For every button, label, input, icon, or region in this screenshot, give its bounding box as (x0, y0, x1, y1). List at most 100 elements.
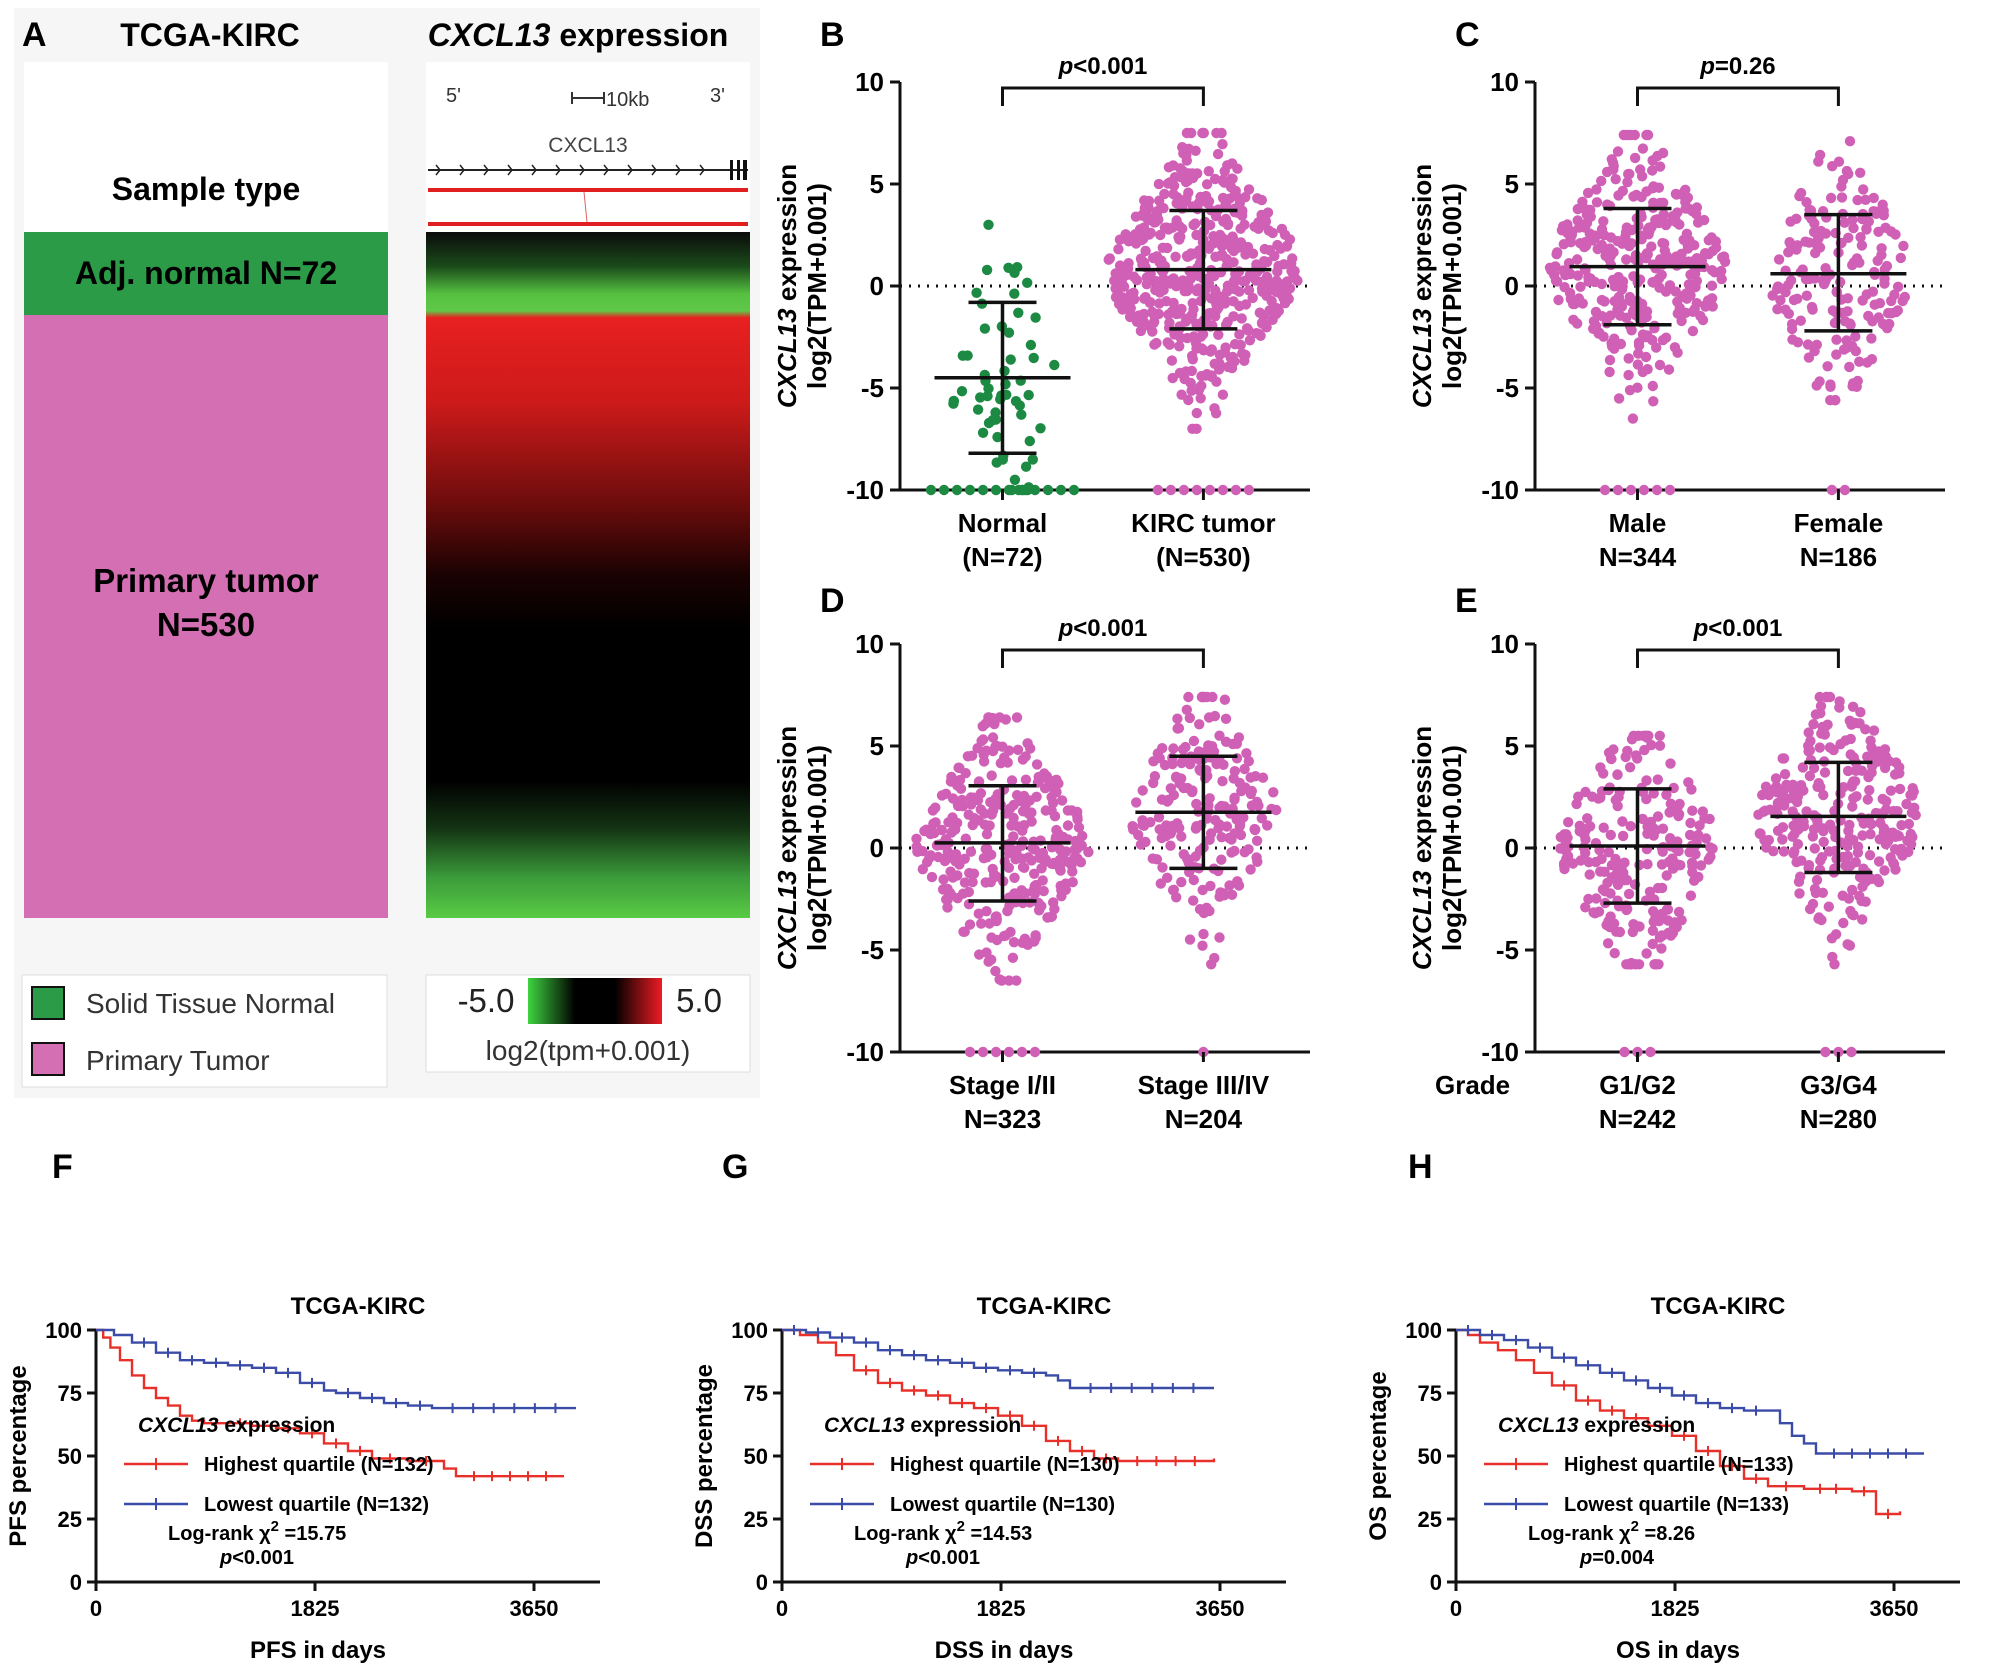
data-point (1559, 863, 1570, 875)
data-point (1672, 207, 1683, 218)
data-point (1655, 197, 1666, 209)
data-point (1851, 791, 1862, 802)
data-point (1815, 781, 1826, 793)
data-point (1672, 308, 1684, 319)
data-point (1191, 407, 1203, 419)
data-point (973, 908, 984, 919)
data-point (1123, 235, 1134, 246)
data-point (1703, 249, 1714, 260)
y-tick-label: 100 (1405, 1318, 1442, 1343)
data-point (1191, 423, 1202, 434)
data-point (1220, 197, 1232, 209)
data-point (1807, 831, 1819, 842)
significance-bracket (1636, 648, 1840, 668)
data-point (1881, 260, 1893, 272)
data-point (1276, 223, 1288, 235)
data-point (1153, 308, 1164, 320)
data-point (1808, 762, 1820, 774)
data-point (1875, 817, 1886, 829)
x-tick-label: 3650 (510, 1596, 559, 1621)
data-point (1759, 835, 1770, 846)
data-point (984, 820, 995, 831)
data-point (1261, 322, 1272, 333)
y-tick-label: 0 (870, 271, 884, 301)
data-point (1247, 292, 1258, 304)
data-point (1165, 840, 1176, 851)
data-point (942, 902, 953, 913)
data-point (930, 802, 941, 813)
data-point (911, 841, 922, 852)
data-point (1825, 819, 1836, 830)
data-point (1030, 312, 1041, 323)
data-point (1810, 247, 1821, 259)
data-point (1596, 853, 1607, 865)
floor-data-point (990, 1046, 1002, 1058)
data-point (1637, 366, 1649, 378)
data-point (1067, 877, 1078, 888)
data-point (959, 926, 970, 937)
data-point (1253, 217, 1264, 228)
data-point (1236, 313, 1247, 324)
data-point (1046, 858, 1058, 869)
data-point (1166, 355, 1178, 366)
data-point (1110, 275, 1121, 287)
data-point (1656, 269, 1667, 281)
data-point (1807, 304, 1818, 315)
data-point (1624, 385, 1636, 396)
data-point (1590, 306, 1602, 318)
data-point (1018, 862, 1030, 873)
logrank-text: Log-rank χ (168, 1523, 271, 1545)
data-point (1850, 331, 1861, 342)
floor-data-point (1042, 484, 1054, 496)
data-point (1237, 205, 1248, 216)
data-point (1172, 818, 1183, 829)
data-point (1842, 850, 1854, 862)
data-point (1906, 807, 1918, 818)
data-point (1023, 852, 1034, 863)
survival-panel-g: G TCGA-KIRC 0 25 50 75 100 0 1825 3650 DSS in days… (691, 1148, 1286, 1664)
data-point (1684, 289, 1696, 300)
data-point (1595, 792, 1606, 803)
data-point (1885, 785, 1897, 796)
scatter-panel-b: B -10 -5 0 5 10 CXCL13 expression log2(TPM+0.00… (772, 16, 1310, 572)
expression-heatmap (426, 232, 750, 918)
data-point (1220, 713, 1232, 724)
data-point (1837, 890, 1848, 901)
data-point (1617, 816, 1628, 827)
data-point (1585, 204, 1596, 216)
data-point (1863, 771, 1874, 783)
data-point (1020, 774, 1032, 785)
data-point (1642, 828, 1653, 839)
data-point (1862, 357, 1873, 368)
data-point (1793, 788, 1804, 799)
legend-heading: CXCL13 expression (138, 1414, 335, 1437)
data-point (1229, 845, 1240, 857)
logrank-p: p (905, 1547, 918, 1569)
data-point (1836, 181, 1847, 192)
data-point (986, 932, 997, 943)
data-point (1187, 168, 1198, 179)
data-point (1216, 832, 1227, 843)
data-point (911, 833, 922, 844)
p-value-rest: <0.001 (1708, 615, 1782, 642)
data-point (1153, 178, 1165, 190)
data-point (1860, 896, 1871, 907)
data-point (1039, 768, 1050, 779)
data-point (1244, 335, 1256, 346)
panel-a: A TCGA-KIRC CXCL13 expression Sample typ… (14, 8, 760, 1098)
data-point (1624, 240, 1635, 252)
panel-letter: C (1455, 16, 1480, 54)
floor-data-point (1165, 484, 1177, 496)
floor-data-point (1204, 484, 1216, 496)
data-point (1847, 701, 1859, 712)
data-point (1682, 243, 1694, 254)
data-point (1563, 817, 1574, 828)
data-point (1222, 218, 1234, 229)
data-point (1217, 389, 1229, 400)
data-point (1196, 691, 1208, 703)
data-point (938, 874, 949, 885)
x-category-label: G1/G2 (1599, 1070, 1676, 1100)
data-point (1021, 277, 1033, 288)
data-point (1011, 975, 1022, 986)
floor-data-point (1612, 484, 1624, 496)
